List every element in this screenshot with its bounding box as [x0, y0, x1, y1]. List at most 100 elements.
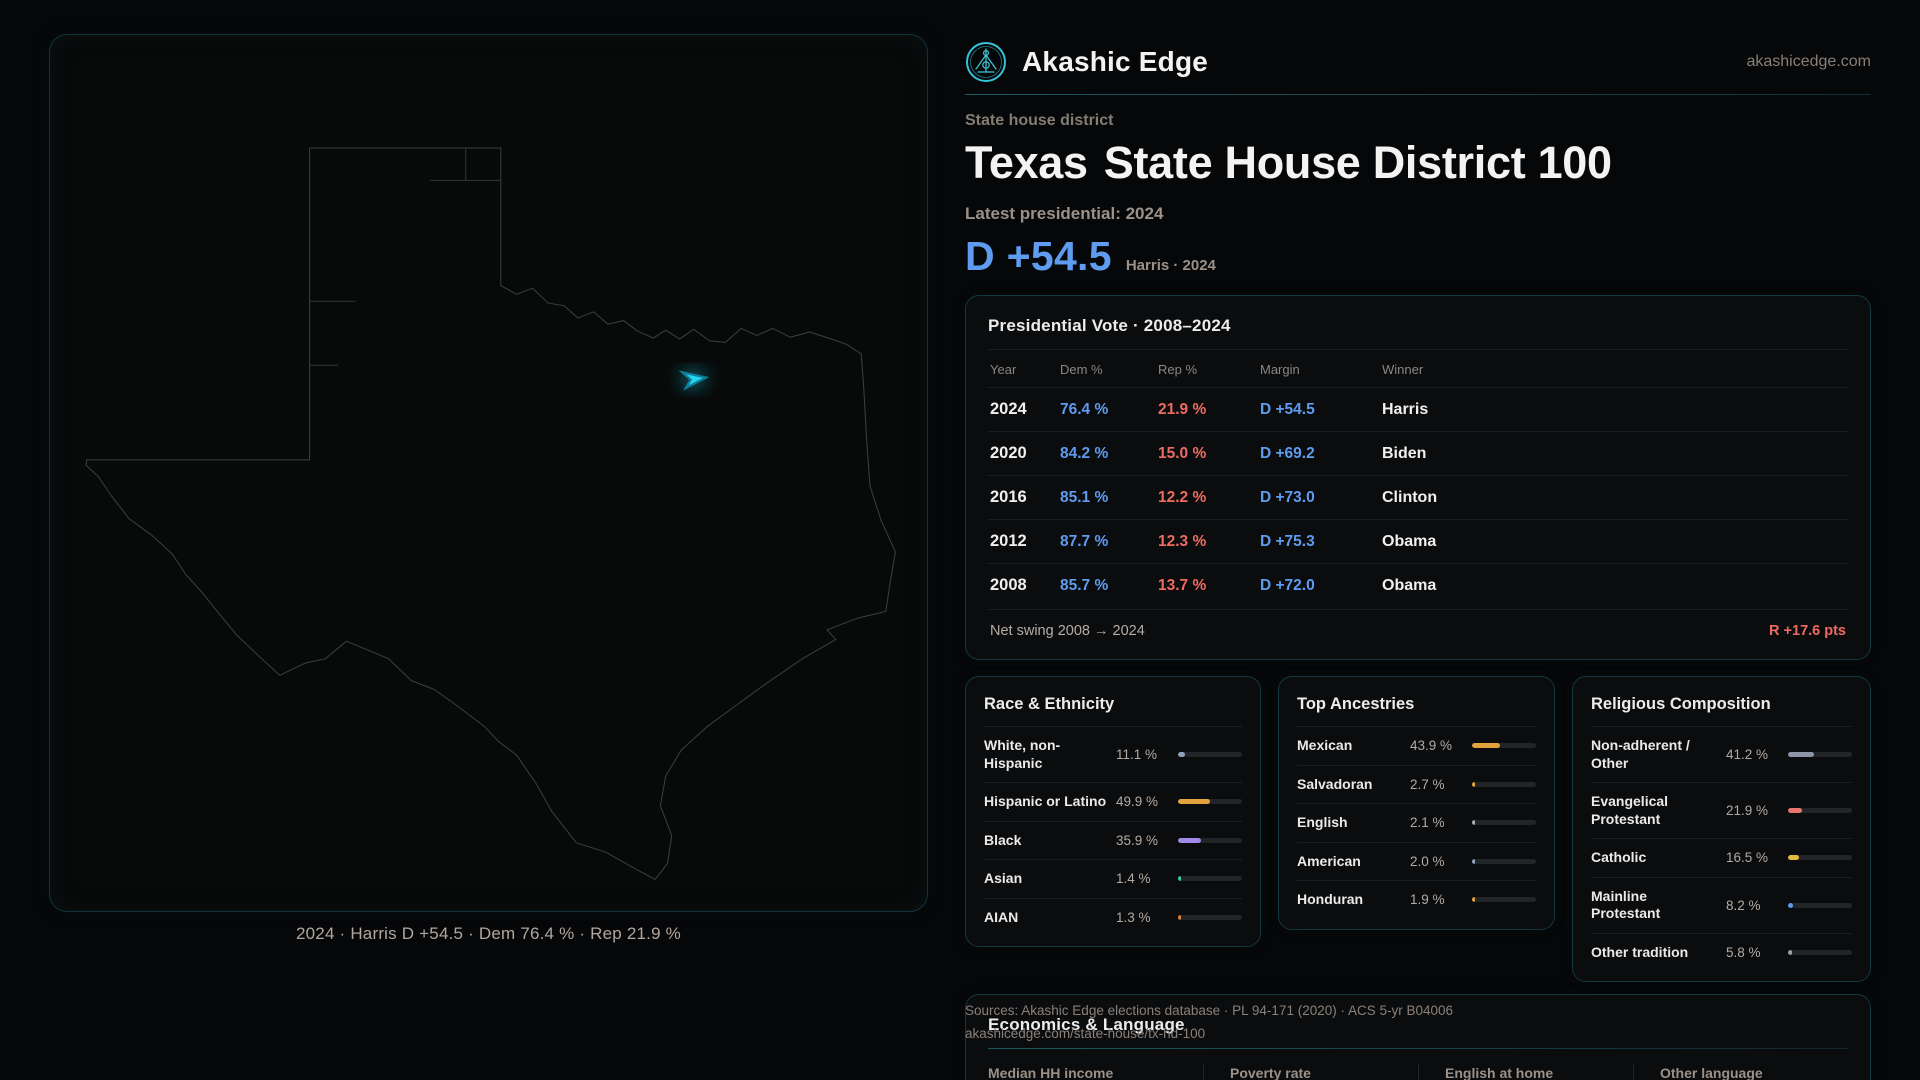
stat-label: Other tradition	[1591, 943, 1689, 960]
headline-margin-value: D +54.5	[965, 233, 1112, 279]
religious-composition-panel: Religious Composition Non-adherent / Oth…	[1572, 676, 1871, 982]
county-boundary-lines	[310, 148, 501, 365]
stat-bar-fill	[1788, 949, 1792, 955]
cell-margin: D +73.0	[1260, 488, 1315, 506]
page-title-rest: State House District 100	[1103, 137, 1612, 188]
stat-bar-track	[1788, 902, 1852, 908]
net-swing-row: Net swing 2008 → 2024 R +17.6 pts	[988, 609, 1848, 645]
stat-bar-fill	[1178, 876, 1181, 882]
cell-margin: D +54.5	[1260, 400, 1315, 418]
stat-value: 8.2 %	[1726, 897, 1761, 913]
district-highlight-hd-100[interactable]	[678, 370, 710, 391]
cell-winner: Obama	[1382, 532, 1437, 550]
net-swing-label: Net swing 2008 → 2024	[990, 623, 1145, 639]
cell-year: 2016	[990, 488, 1027, 506]
stat-bar-row: Mainline Protestant 8.2 %	[1591, 876, 1852, 933]
stat-bar-track	[1178, 876, 1242, 882]
texas-outline	[86, 148, 895, 879]
stat-bar-fill	[1788, 902, 1794, 908]
presidential-table-body: 2024 76.4 % 21.9 % D +54.5 Harris 2020 8…	[988, 387, 1848, 607]
cell-dem-pct: 85.1 %	[1060, 488, 1109, 506]
header-divider	[965, 94, 1871, 95]
stat-bar-row: Non-adherent / Other 41.2 %	[1591, 727, 1852, 782]
stat-label: Poverty rate	[1230, 1065, 1311, 1080]
cell-year: 2020	[990, 444, 1027, 462]
col-header-margin: Margin	[1260, 362, 1300, 377]
stat-bar-track	[1472, 743, 1536, 749]
cell-winner: Biden	[1382, 444, 1427, 462]
cell-rep-pct: 21.9 %	[1158, 400, 1207, 418]
detail-column: Akashic Edge akashicedge.com State house…	[965, 0, 1871, 1080]
economics-stat-cell: English at home 52.3 %	[1418, 1063, 1633, 1080]
stat-bar-row: AIAN 1.3 %	[984, 897, 1242, 937]
stat-bar-row: White, non-Hispanic 11.1 %	[984, 727, 1242, 782]
stat-bar-fill	[1472, 743, 1501, 749]
cell-margin: D +72.0	[1260, 576, 1315, 594]
stat-label: Evangelical Protestant	[1591, 793, 1669, 827]
divider	[988, 349, 1848, 350]
stat-bar-row: Catholic 16.5 %	[1591, 838, 1852, 877]
col-header-rep: Rep %	[1158, 362, 1198, 377]
district-type-kicker: State house district	[965, 112, 1114, 129]
stat-bar-track	[1472, 858, 1536, 864]
economics-stats-grid: Median HH income $55,815 Poverty rate 22…	[988, 1063, 1848, 1080]
stat-value: 41.2 %	[1726, 747, 1769, 762]
stat-label: Honduran	[1297, 891, 1364, 907]
stat-bar-fill	[1178, 837, 1201, 843]
stat-bar-fill	[1472, 858, 1475, 864]
cell-winner: Clinton	[1382, 488, 1438, 506]
stat-label: American	[1297, 852, 1361, 869]
stat-value: 11.1 %	[1116, 747, 1158, 762]
economics-language-panel: Economics & Language Median HH income $5…	[965, 994, 1871, 1080]
stat-label: Non-adherent / Other	[1591, 737, 1690, 771]
religion-panel-title: Religious Composition	[1591, 695, 1771, 713]
presidential-table-header: Year Dem % Rep % Margin Winner	[988, 350, 1848, 387]
stat-label: Salvadoran	[1297, 775, 1373, 792]
stat-bar-row: American 2.0 %	[1297, 841, 1536, 881]
economics-stat-cell: Median HH income $55,815	[988, 1063, 1203, 1080]
stat-bar-row: Asian 1.4 %	[984, 859, 1242, 898]
stat-bar-row: Mexican 43.9 %	[1297, 727, 1536, 765]
stat-bar-track	[1178, 837, 1242, 843]
page-title-state: Texas	[965, 137, 1088, 188]
stat-bar-track	[1178, 799, 1242, 805]
district-map-panel	[49, 34, 928, 912]
cell-year: 2012	[990, 532, 1027, 550]
stat-bar-row: Evangelical Protestant 21.9 %	[1591, 782, 1852, 838]
brand-domain-link[interactable]: akashicedge.com	[1746, 53, 1871, 70]
stat-bar-track	[1788, 855, 1852, 861]
cell-rep-pct: 12.3 %	[1158, 532, 1207, 550]
stat-label: Asian	[984, 870, 1023, 886]
cell-margin: D +69.2	[1260, 444, 1315, 462]
table-row: 2008 85.7 % 13.7 % D +72.0 Obama	[988, 563, 1848, 607]
stat-bar-fill	[1472, 781, 1475, 787]
map-caption: 2024 · Harris D +54.5 · Dem 76.4 % · Rep…	[296, 924, 681, 943]
stat-value: 49.9 %	[1116, 794, 1159, 810]
stat-bar-track	[1788, 752, 1852, 757]
cell-winner: Harris	[1382, 400, 1429, 418]
stat-bar-track	[1178, 914, 1242, 920]
net-swing-value: R +17.6 pts	[1769, 623, 1846, 639]
cell-dem-pct: 87.7 %	[1060, 532, 1109, 550]
headline-margin-row: D +54.5 Harris · 2024	[965, 230, 1871, 280]
stat-bar-fill	[1788, 855, 1799, 861]
cell-year: 2024	[990, 400, 1027, 418]
divider	[988, 1048, 1848, 1049]
stat-bar-row: Other tradition 5.8 %	[1591, 932, 1852, 972]
stat-label: White, non-Hispanic	[984, 737, 1061, 771]
stat-label: Catholic	[1591, 849, 1647, 865]
stat-value: 21.9 %	[1726, 803, 1769, 818]
stat-label: Mainline Protestant	[1591, 887, 1661, 922]
stat-value: 2.0 %	[1410, 853, 1445, 869]
stat-bar-row: Hispanic or Latino 49.9 %	[984, 782, 1242, 821]
divider	[1591, 726, 1852, 727]
stat-label: AIAN	[984, 908, 1019, 925]
stat-bar-row: Honduran 1.9 %	[1297, 880, 1536, 919]
stat-bar-fill	[1472, 820, 1475, 826]
stat-bar-fill	[1178, 799, 1210, 805]
col-header-year: Year	[990, 362, 1017, 377]
col-header-dem: Dem %	[1060, 362, 1103, 377]
cell-year: 2008	[990, 576, 1027, 594]
stat-label: Hispanic or Latino	[984, 793, 1107, 809]
stat-label: English	[1297, 814, 1348, 830]
